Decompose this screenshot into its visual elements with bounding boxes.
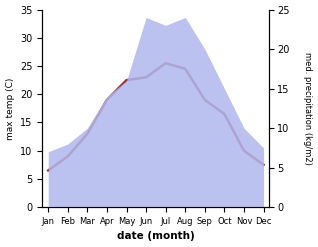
Y-axis label: max temp (C): max temp (C): [5, 77, 15, 140]
X-axis label: date (month): date (month): [117, 231, 195, 242]
Y-axis label: med. precipitation (kg/m2): med. precipitation (kg/m2): [303, 52, 313, 165]
